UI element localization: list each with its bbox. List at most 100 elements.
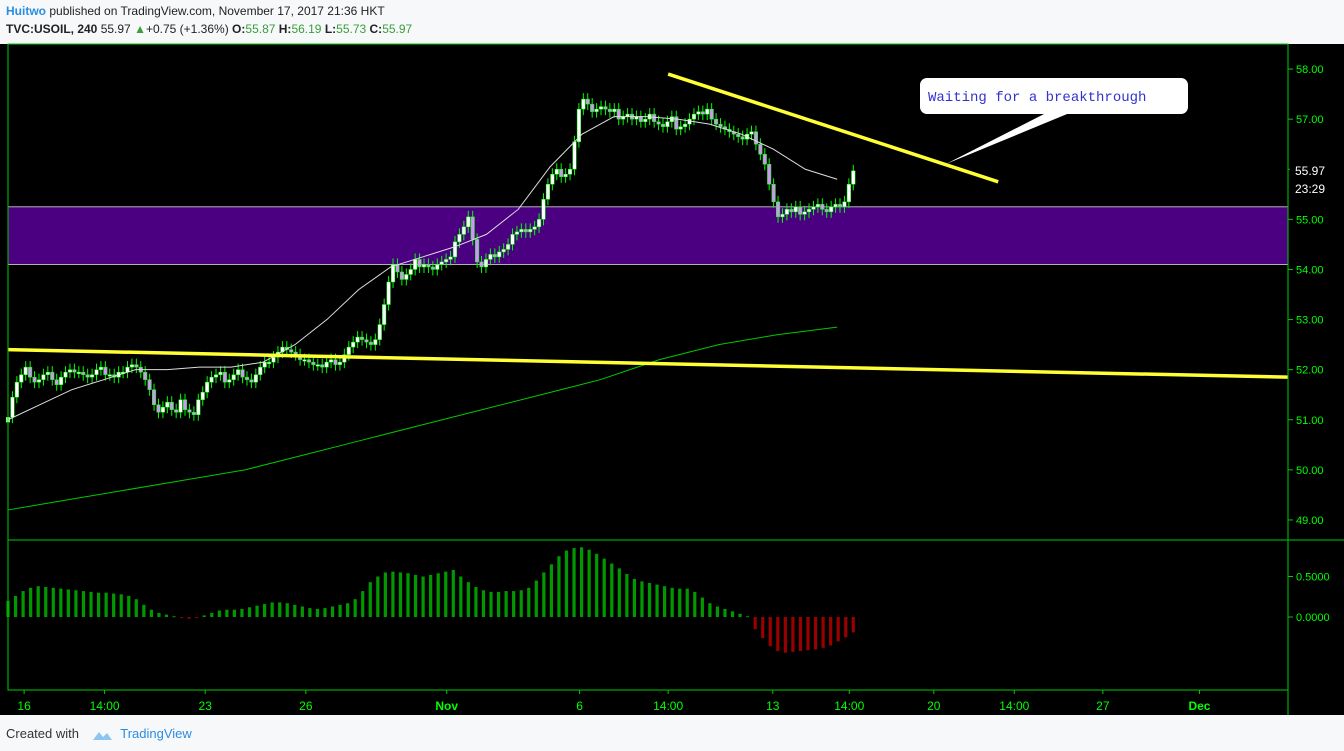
candle [258,361,263,381]
candle [209,371,214,389]
tradingview-link[interactable]: TradingView [120,726,192,741]
high-label: H: [278,22,292,36]
price-chart[interactable]: 49.0050.0051.0052.0053.0054.0055.0056.00… [0,40,1344,720]
candle [320,358,325,374]
candle [851,164,856,191]
candle-body [329,359,334,363]
candle-body [683,123,688,127]
price-tick-label: 52.00 [1296,365,1324,377]
histogram-bar [59,588,63,618]
symbol-label: TVC:USOIL, 240 [6,22,98,36]
candle-body [802,211,807,215]
candle [85,368,90,384]
histogram-bar [444,571,448,618]
candle [169,396,174,416]
histogram-bar [595,553,599,618]
candle-body [244,376,250,380]
candle-body [528,229,533,233]
candle-body [289,349,294,353]
candle-body [430,266,435,270]
candle [426,258,431,273]
candle-body [638,116,643,122]
candle [559,163,564,183]
candle-body [134,364,139,368]
histogram-bar [746,616,750,618]
candle [59,371,64,391]
candle [554,163,559,181]
candle-body [612,108,617,112]
author-link[interactable]: Huitwo [6,4,46,18]
candle-body [59,376,64,385]
candle [567,163,573,181]
histogram-bar [489,591,493,618]
candle [802,205,807,221]
histogram-bar [685,588,689,618]
candle [678,120,683,136]
candle-body [837,204,843,208]
candle [430,260,435,276]
candle-body [789,209,794,213]
candle-body [674,116,679,130]
histogram-bar [157,612,161,618]
candle-body [63,371,68,378]
candle-body [718,123,723,127]
candle-body [806,209,812,213]
candle [205,376,210,399]
time-tick-label: 14:00 [834,699,864,713]
candle-body [497,251,502,258]
price-tick-label: 54.00 [1296,264,1324,276]
candle [240,363,245,384]
candle-body [200,391,205,400]
candle [311,356,316,371]
histogram-bar [330,606,335,618]
histogram-bar [693,591,697,618]
candle [359,331,365,346]
candle [98,361,103,376]
candle-body [479,261,484,268]
candle-body [174,409,179,413]
candle-body [700,111,705,115]
histogram-bar [89,591,93,618]
candle [784,203,789,221]
histogram-bar [36,586,40,618]
candle-body [466,216,471,228]
histogram-bar [398,572,403,618]
candle-body [187,409,192,413]
histogram-bar [112,593,116,618]
last-price: 55.97 [100,22,131,36]
histogram-bar [361,591,365,618]
candle-body [665,121,670,127]
histogram-bar [670,587,674,618]
candle-body [576,108,581,142]
candle-body [320,364,325,368]
candle [603,100,608,116]
candle [421,258,427,273]
candle [820,198,825,216]
histogram-bar [768,617,772,647]
time-tick-label: 13 [766,699,780,713]
candle-body [169,401,174,410]
candle [660,118,666,133]
histogram-bar [798,617,803,652]
candle [32,371,37,389]
candle [528,223,533,238]
histogram-bar [195,617,199,619]
candle-body [643,118,648,122]
candle [488,248,493,266]
histogram-bar [700,597,704,618]
candle [709,103,714,126]
candle-body [585,98,590,105]
candle [563,168,568,183]
candle [674,110,679,136]
time-tick-label: 6 [576,699,583,713]
histogram-bar [738,613,742,618]
histogram-bar [338,604,342,618]
candle-body [315,364,320,367]
candle-body [156,404,161,413]
time-tick-label: 20 [927,699,941,713]
candle [386,275,391,311]
time-tick-label: 26 [299,699,313,713]
candle-body [598,106,604,110]
histogram-bar [829,617,833,646]
low-value: 55.73 [336,22,367,36]
